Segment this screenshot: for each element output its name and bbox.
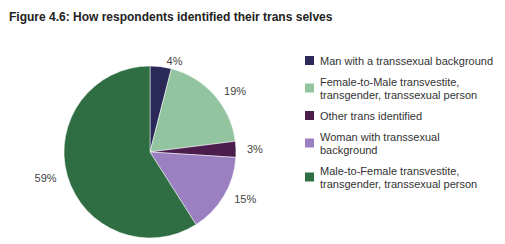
svg-text:Man with a transsexual backgro: Man with a transsexual background (320, 55, 493, 67)
svg-text:transgender, transsexual perso: transgender, transsexual person (320, 178, 477, 190)
svg-text:19%: 19% (224, 85, 246, 97)
svg-text:Female-to-Male transvestite,: Female-to-Male transvestite, (320, 76, 462, 88)
svg-text:Woman with transsexual: Woman with transsexual (320, 131, 443, 143)
svg-text:Figure 4.6: How respondents id: Figure 4.6: How respondents identified t… (9, 10, 333, 24)
svg-text:background: background (320, 144, 378, 156)
svg-text:4%: 4% (167, 55, 183, 67)
svg-text:Male-to-Female transvestite,: Male-to-Female transvestite, (320, 165, 462, 177)
svg-text:59%: 59% (35, 172, 57, 184)
svg-text:3%: 3% (247, 143, 263, 155)
svg-text:transgender, transsexual perso: transgender, transsexual person (320, 89, 477, 101)
svg-text:15%: 15% (234, 193, 256, 205)
svg-text:Other trans identified: Other trans identified (320, 110, 422, 122)
